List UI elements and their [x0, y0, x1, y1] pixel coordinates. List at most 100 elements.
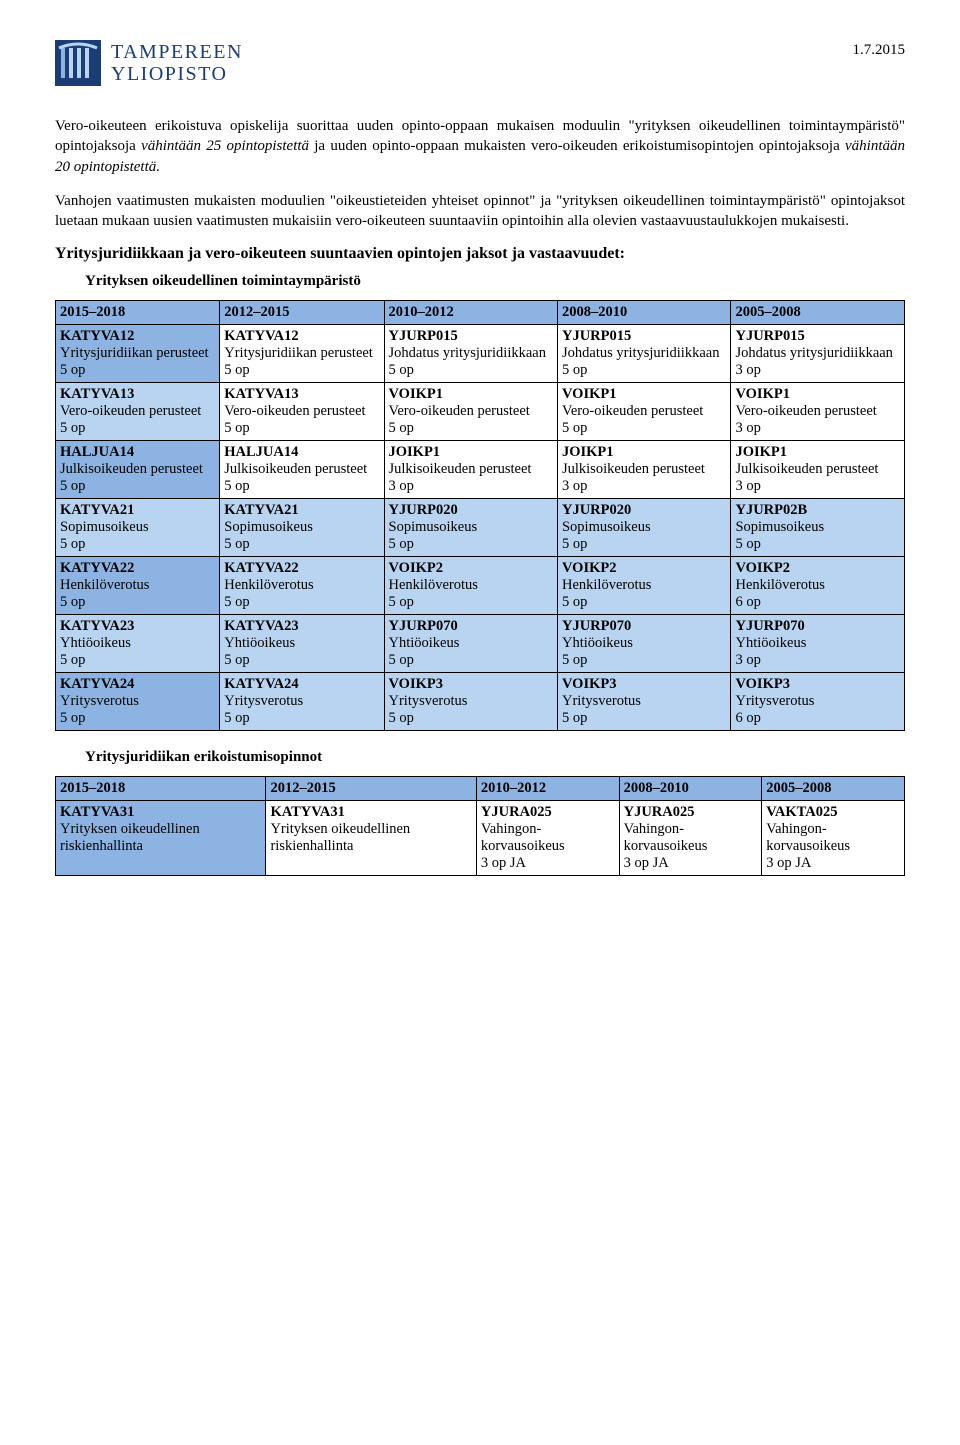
table-cell: YJURP02BSopimusoikeus5 op [731, 499, 905, 557]
course-code: KATYVA21 [60, 502, 215, 519]
course-desc: Vero-oikeuden perusteet [60, 403, 215, 420]
table-cell: YJURP070Yhtiöoikeus5 op [557, 615, 730, 673]
logo-text: TAMPEREEN YLIOPISTO [111, 41, 243, 85]
table-cell: KATYVA12Yritysjuridiikan perusteet5 op [220, 325, 384, 383]
course-points: 3 op [735, 652, 900, 669]
course-points: 5 op [224, 478, 379, 495]
page-header: TAMPEREEN YLIOPISTO 1.7.2015 [55, 40, 905, 86]
course-points: 3 op [735, 362, 900, 379]
course-points: 5 op [224, 420, 379, 437]
course-desc: Yritysverotus [389, 693, 553, 710]
course-points: 6 op [735, 710, 900, 727]
column-header: 2005–2008 [731, 301, 905, 325]
table-row: KATYVA13Vero-oikeuden perusteet5 opKATYV… [56, 383, 905, 441]
course-desc: Yrityksen oikeudellinen riskienhallinta [60, 821, 261, 855]
course-desc: Yritysverotus [60, 693, 215, 710]
table-cell: VOIKP1Vero-oikeuden perusteet5 op [384, 383, 557, 441]
course-code: VOIKP3 [389, 676, 553, 693]
table-cell: KATYVA24Yritysverotus5 op [220, 673, 384, 731]
course-desc: Julkisoikeuden perusteet [389, 461, 553, 478]
table-cell: KATYVA23Yhtiöoikeus5 op [56, 615, 220, 673]
course-points: 5 op [562, 536, 726, 553]
course-points: 5 op [562, 420, 726, 437]
course-code: VOIKP1 [389, 386, 553, 403]
course-code: YJURA025 [481, 804, 615, 821]
course-code: KATYVA12 [224, 328, 379, 345]
table-cell: KATYVA12Yritysjuridiikan perusteet5 op [56, 325, 220, 383]
table-cell: JOIKP1Julkisoikeuden perusteet3 op [731, 441, 905, 499]
table-cell: YJURP015Johdatus yritysjuridiikkaan5 op [557, 325, 730, 383]
course-points: 3 op [735, 420, 900, 437]
table-cell: VOIKP1Vero-oikeuden perusteet3 op [731, 383, 905, 441]
course-desc: Yhtiöoikeus [224, 635, 379, 652]
course-code: HALJUA14 [224, 444, 379, 461]
course-code: YJURP070 [389, 618, 553, 635]
table-cell: VOIKP2Henkilöverotus5 op [384, 557, 557, 615]
table-cell: KATYVA21Sopimusoikeus5 op [56, 499, 220, 557]
course-points: 5 op [224, 362, 379, 379]
course-points: 5 op [60, 362, 215, 379]
course-desc: Sopimusoikeus [735, 519, 900, 536]
table-cell: YJURP020Sopimusoikeus5 op [384, 499, 557, 557]
course-code: VOIKP2 [389, 560, 553, 577]
course-desc: Henkilöverotus [224, 577, 379, 594]
table-cell: VOIKP3Yritysverotus5 op [384, 673, 557, 731]
course-points: 5 op [389, 536, 553, 553]
course-code: KATYVA23 [60, 618, 215, 635]
equivalence-table-2: 2015–20182012–20152010–20122008–20102005… [55, 776, 905, 876]
course-points: 3 op JA [766, 855, 900, 872]
table-cell: KATYVA13Vero-oikeuden perusteet5 op [56, 383, 220, 441]
course-code: YJURP015 [389, 328, 553, 345]
course-points: 5 op [562, 652, 726, 669]
course-points: 5 op [60, 536, 215, 553]
course-code: VAKTA025 [766, 804, 900, 821]
course-desc: Henkilöverotus [60, 577, 215, 594]
table-cell: VOIKP3Yritysverotus6 op [731, 673, 905, 731]
course-points: 5 op [60, 652, 215, 669]
intro-paragraph-1: Vero-oikeuteen erikoistuva opiskelija su… [55, 116, 905, 177]
course-desc: Julkisoikeuden perusteet [60, 461, 215, 478]
course-code: YJURP070 [562, 618, 726, 635]
course-code: JOIKP1 [562, 444, 726, 461]
course-desc: Yritysverotus [735, 693, 900, 710]
course-desc: Henkilöverotus [562, 577, 726, 594]
course-points: 5 op [389, 652, 553, 669]
column-header: 2008–2010 [557, 301, 730, 325]
course-code: KATYVA23 [224, 618, 379, 635]
course-code: KATYVA24 [224, 676, 379, 693]
course-desc: Sopimusoikeus [389, 519, 553, 536]
course-code: KATYVA21 [224, 502, 379, 519]
course-code: VOIKP1 [735, 386, 900, 403]
course-code: VOIKP1 [562, 386, 726, 403]
course-points: 5 op [389, 710, 553, 727]
column-header: 2012–2015 [266, 777, 476, 801]
course-points: 5 op [60, 420, 215, 437]
course-desc: Johdatus yritysjuridiikkaan [735, 345, 900, 362]
course-points: 6 op [735, 594, 900, 611]
table-cell: YJURP015Johdatus yritysjuridiikkaan5 op [384, 325, 557, 383]
column-header: 2010–2012 [476, 777, 619, 801]
course-code: YJURP015 [735, 328, 900, 345]
course-desc: Yhtiöoikeus [60, 635, 215, 652]
table-cell: HALJUA14Julkisoikeuden perusteet5 op [56, 441, 220, 499]
table-cell: KATYVA13Vero-oikeuden perusteet5 op [220, 383, 384, 441]
table-cell: YJURA025Vahingon-korvausoikeus3 op JA [619, 801, 762, 876]
course-code: JOIKP1 [389, 444, 553, 461]
table-row: HALJUA14Julkisoikeuden perusteet5 opHALJ… [56, 441, 905, 499]
course-desc: Yritysjuridiikan perusteet [60, 345, 215, 362]
table-cell: KATYVA31Yrityksen oikeudellinen riskienh… [56, 801, 266, 876]
document-date: 1.7.2015 [853, 42, 906, 59]
course-code: KATYVA13 [60, 386, 215, 403]
course-points: 3 op [735, 478, 900, 495]
course-points: 5 op [562, 710, 726, 727]
table-cell: JOIKP1Julkisoikeuden perusteet3 op [384, 441, 557, 499]
course-desc: Vahingon-korvausoikeus [766, 821, 900, 855]
course-desc: Sopimusoikeus [562, 519, 726, 536]
column-header: 2015–2018 [56, 777, 266, 801]
course-points: 3 op JA [624, 855, 758, 872]
course-points: 5 op [224, 536, 379, 553]
table-cell: HALJUA14Julkisoikeuden perusteet5 op [220, 441, 384, 499]
logo-block: TAMPEREEN YLIOPISTO [55, 40, 243, 86]
course-code: JOIKP1 [735, 444, 900, 461]
course-desc: Sopimusoikeus [224, 519, 379, 536]
